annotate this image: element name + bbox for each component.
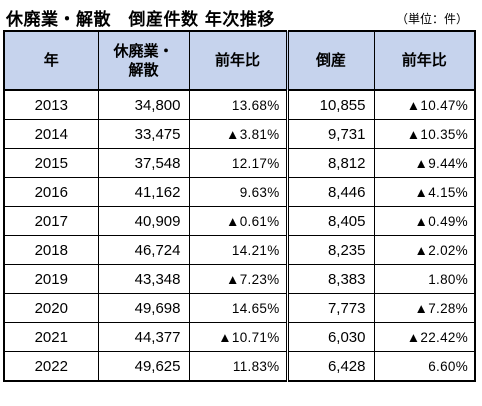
cell-closures-yoy: ▲3.81% [188, 119, 289, 149]
cell-closures-yoy: ▲7.23% [188, 264, 289, 294]
cell-year: 2016 [3, 177, 99, 207]
cell-closures: 34,800 [97, 89, 190, 120]
table-row: 2020 49,698 14.65% 7,773 ▲7.28% [3, 293, 476, 323]
cell-closures: 46,724 [97, 235, 190, 265]
cell-closures-yoy: 14.65% [188, 293, 289, 323]
cell-bankruptcies: 8,812 [286, 148, 375, 178]
cell-closures-yoy: 13.68% [188, 89, 289, 120]
cell-year: 2017 [3, 206, 99, 236]
cell-bankruptcies-yoy: 1.80% [373, 264, 476, 294]
cell-closures: 37,548 [97, 148, 190, 178]
page-title: 休廃業・解散 倒産件数 年次推移 [6, 10, 275, 30]
cell-bankruptcies-yoy: ▲10.47% [373, 89, 476, 120]
table-row: 2018 46,724 14.21% 8,235 ▲2.02% [3, 235, 476, 265]
table-row: 2021 44,377 ▲10.71% 6,030 ▲22.42% [3, 322, 476, 352]
cell-bankruptcies: 8,405 [286, 206, 375, 236]
cell-closures: 49,625 [97, 351, 190, 382]
cell-bankruptcies: 6,030 [286, 322, 375, 352]
cell-bankruptcies-yoy: ▲2.02% [373, 235, 476, 265]
cell-year: 2014 [3, 119, 99, 149]
cell-closures: 41,162 [97, 177, 190, 207]
cell-year: 2015 [3, 148, 99, 178]
table-row: 2022 49,625 11.83% 6,428 6.60% [3, 351, 476, 382]
cell-year: 2020 [3, 293, 99, 323]
cell-closures: 40,909 [97, 206, 190, 236]
cell-bankruptcies: 8,235 [286, 235, 375, 265]
cell-bankruptcies: 9,731 [286, 119, 375, 149]
cell-bankruptcies: 8,446 [286, 177, 375, 207]
table-row: 2019 43,348 ▲7.23% 8,383 1.80% [3, 264, 476, 294]
header-year: 年 [3, 30, 99, 91]
cell-year: 2013 [3, 89, 99, 120]
cell-year: 2018 [3, 235, 99, 265]
cell-bankruptcies: 8,383 [286, 264, 375, 294]
table-row: 2015 37,548 12.17% 8,812 ▲9.44% [3, 148, 476, 178]
header-closures-label: 休廃業・ 解散 [113, 41, 174, 79]
cell-bankruptcies-yoy: ▲7.28% [373, 293, 476, 323]
cell-closures-yoy: ▲0.61% [188, 206, 289, 236]
cell-closures: 44,377 [97, 322, 190, 352]
cell-year: 2019 [3, 264, 99, 294]
cell-year: 2021 [3, 322, 99, 352]
table-row: 2014 33,475 ▲3.81% 9,731 ▲10.35% [3, 119, 476, 149]
table-row: 2016 41,162 9.63% 8,446 ▲4.15% [3, 177, 476, 207]
cell-bankruptcies-yoy: ▲10.35% [373, 119, 476, 149]
bankruptcy-table: 年 休廃業・ 解散 前年比 倒産 前年比 2013 34,800 13.68% … [3, 30, 476, 382]
cell-bankruptcies: 7,773 [286, 293, 375, 323]
cell-bankruptcies: 6,428 [286, 351, 375, 382]
cell-bankruptcies-yoy: ▲4.15% [373, 177, 476, 207]
cell-closures: 43,348 [97, 264, 190, 294]
cell-bankruptcies-yoy: ▲9.44% [373, 148, 476, 178]
cell-closures-yoy: ▲10.71% [188, 322, 289, 352]
cell-bankruptcies: 10,855 [286, 89, 375, 120]
cell-closures: 33,475 [97, 119, 190, 149]
cell-bankruptcies-yoy: ▲22.42% [373, 322, 476, 352]
cell-closures-yoy: 11.83% [188, 351, 289, 382]
cell-year: 2022 [3, 351, 99, 382]
cell-closures-yoy: 14.21% [188, 235, 289, 265]
header-bankruptcies: 倒産 [286, 30, 375, 91]
header-closures: 休廃業・ 解散 [97, 30, 190, 91]
cell-closures: 49,698 [97, 293, 190, 323]
header-closures-yoy: 前年比 [188, 30, 289, 91]
table-header-row: 年 休廃業・ 解散 前年比 倒産 前年比 [3, 30, 476, 91]
cell-closures-yoy: 12.17% [188, 148, 289, 178]
cell-closures-yoy: 9.63% [188, 177, 289, 207]
table-row: 2017 40,909 ▲0.61% 8,405 ▲0.49% [3, 206, 476, 236]
unit-note: （単位：件） [395, 12, 468, 26]
table-row: 2013 34,800 13.68% 10,855 ▲10.47% [3, 89, 476, 120]
cell-bankruptcies-yoy: 6.60% [373, 351, 476, 382]
header-bankruptcies-yoy: 前年比 [373, 30, 476, 91]
cell-bankruptcies-yoy: ▲0.49% [373, 206, 476, 236]
